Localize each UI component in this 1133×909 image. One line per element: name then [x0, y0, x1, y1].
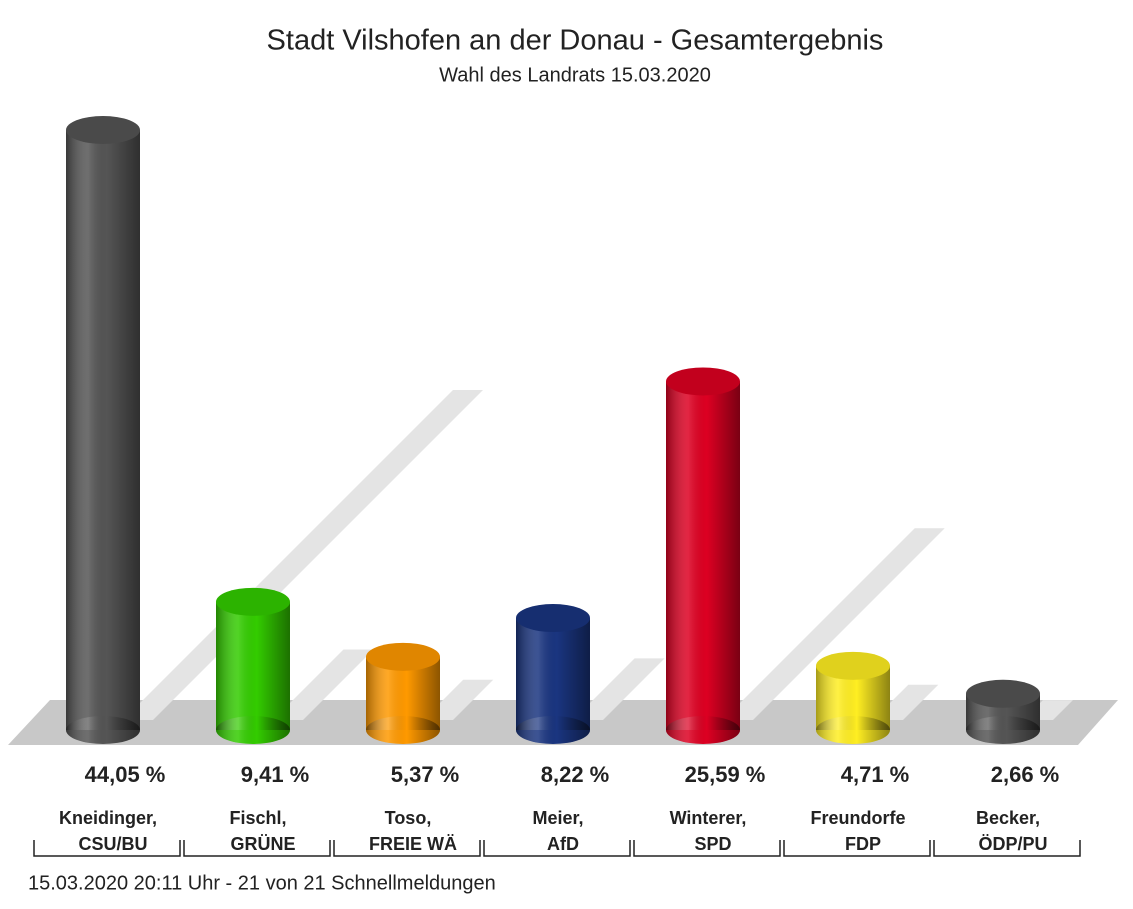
value-label: 8,22 % [541, 762, 610, 787]
bar-top-shade [966, 679, 1040, 708]
bar-top [216, 587, 290, 616]
value-label: 44,05 % [85, 762, 166, 787]
category-bracket [33, 840, 181, 857]
x-tick-label: CSU/BU [78, 834, 147, 854]
bar-top [366, 642, 440, 671]
x-tick-label: Fischl, [229, 808, 286, 828]
category-bracket [633, 840, 781, 857]
bar-top [516, 604, 590, 633]
x-tick-label: FDP [845, 834, 881, 854]
bar-top [816, 651, 890, 680]
bar-shade [216, 601, 290, 730]
x-tick-label: Becker, [976, 808, 1040, 828]
bar-shadow [123, 390, 483, 720]
x-tick-label: ÖDP/PU [978, 834, 1047, 854]
x-tick-label: Meier, [532, 808, 583, 828]
category-bracket [333, 840, 481, 857]
bar-shadow [573, 658, 665, 720]
bar-top-shade [816, 651, 890, 680]
bar-top-shade [216, 587, 290, 616]
chart-subtitle: Wahl des Landrats 15.03.2020 [439, 64, 711, 86]
x-tick-label: Freundorfe [810, 808, 905, 828]
bar-shade [666, 381, 740, 730]
category-bracket [183, 840, 331, 857]
x-tick-label: GRÜNE [230, 834, 295, 854]
x-tick-label: FREIE WÄ [369, 834, 457, 854]
bar-top [966, 679, 1040, 708]
x-tick-label: Winterer, [670, 808, 747, 828]
x-tick-label: SPD [694, 834, 731, 854]
bar-top-shade [366, 642, 440, 671]
bar-top [666, 367, 740, 396]
bar-shadow [423, 679, 494, 720]
value-label: 9,41 % [241, 762, 310, 787]
x-tick-label: Toso, [385, 808, 432, 828]
bar-top-shade [66, 116, 140, 144]
value-label: 25,59 % [685, 762, 766, 787]
category-bracket [783, 840, 931, 857]
footer: 15.03.2020 20:11 Uhr - 21 von 21 Schnell… [28, 872, 496, 894]
bar-top-shade [516, 604, 590, 633]
bar-shade [66, 130, 140, 730]
value-label: 2,66 % [991, 762, 1060, 787]
chart-title: Stadt Vilshofen an der Donau - Gesamterg… [267, 25, 884, 57]
bar-shade [516, 618, 590, 730]
bar-shadow [723, 528, 945, 720]
x-tick-label: Kneidinger, [59, 808, 157, 828]
bar-shadow [273, 649, 374, 720]
value-label: 4,71 % [841, 762, 910, 787]
value-label: 5,37 % [391, 762, 460, 787]
x-tick-label: AfD [547, 834, 579, 854]
category-bracket [933, 840, 1081, 857]
bar-top-shade [666, 367, 740, 396]
category-bracket [483, 840, 631, 857]
bar-top [66, 116, 140, 144]
